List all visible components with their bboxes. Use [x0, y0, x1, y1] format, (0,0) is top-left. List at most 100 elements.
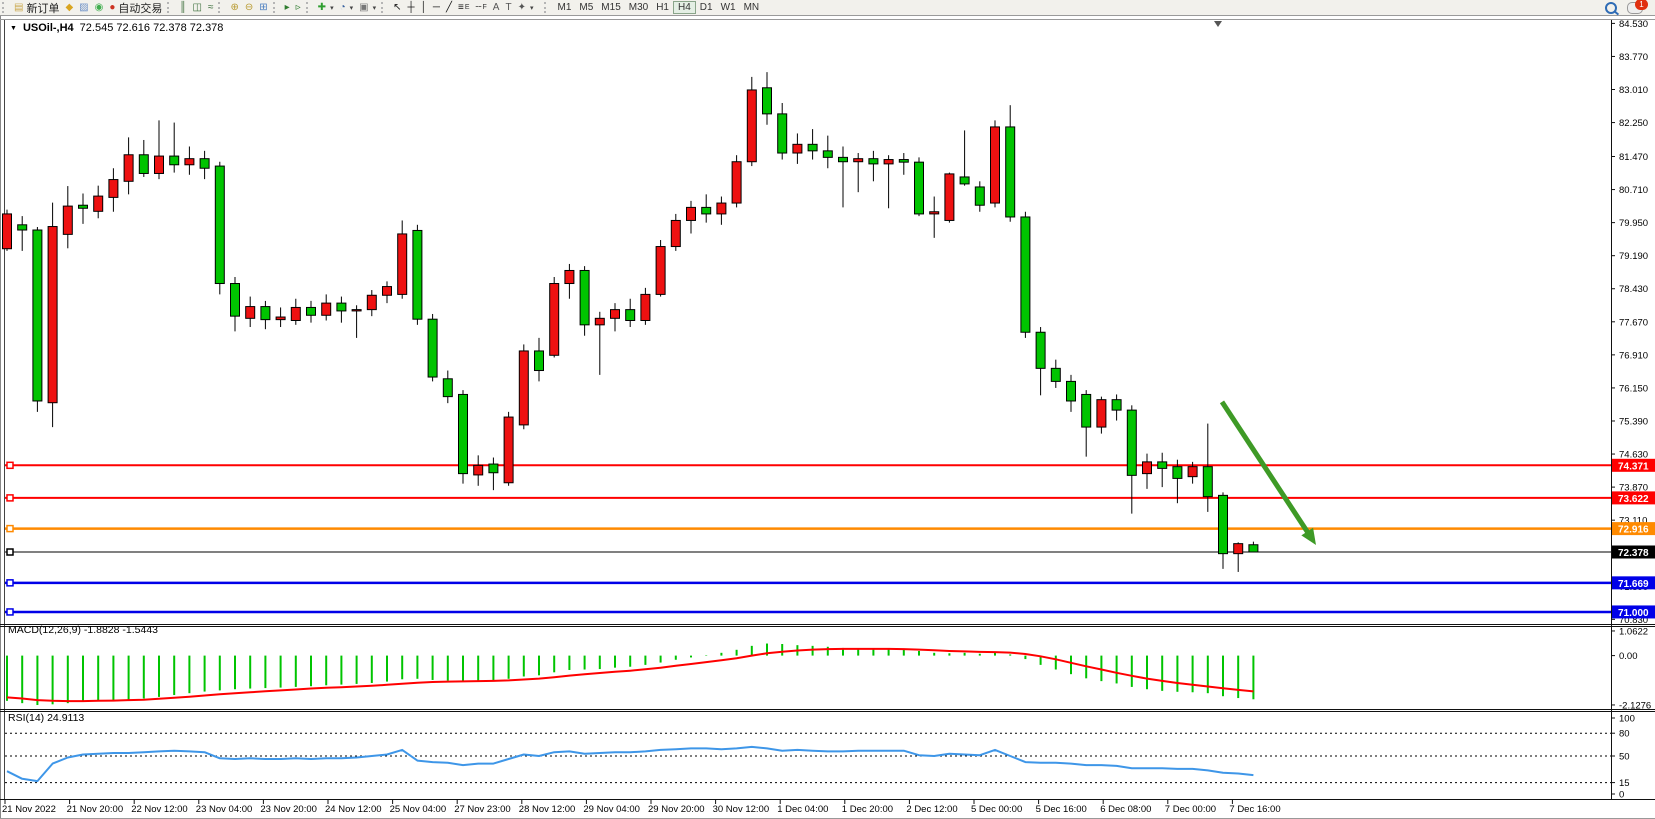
time-tick-label: 29 Nov 04:00 — [583, 804, 640, 815]
resistance-line-2-price-flag-text: 73.622 — [1618, 494, 1649, 505]
time-axis[interactable]: 21 Nov 2022 21 Nov 20:00 22 Nov 12:00 23 No… — [2, 799, 1281, 816]
periods-button[interactable]: ◔ ▾ — [337, 1, 357, 15]
candle-body — [1202, 466, 1213, 498]
chart-shift-marker — [1214, 21, 1222, 27]
ohlc-readout: 72.545 72.616 72.378 72.378 — [79, 22, 224, 34]
timeframe-m5-button[interactable]: M5 — [579, 2, 594, 13]
resistance-line-1-handle[interactable] — [6, 461, 14, 470]
current-price-line-handle[interactable] — [6, 548, 14, 556]
macd-pane-label: MACD(12,26,9) -1.8828 -1.5443 — [8, 624, 158, 636]
fibonacci-icon: ┈ — [475, 2, 482, 13]
bar-chart-mode-icon[interactable]: ║ — [176, 1, 189, 15]
zoom-out-icon: ⊖ — [244, 2, 254, 13]
line-chart-mode-icon[interactable]: ≈ — [205, 1, 217, 15]
timeframe-m30-button[interactable]: M30 — [628, 2, 649, 13]
timeframe-h4-button[interactable]: H4 — [673, 1, 696, 14]
candle-body — [169, 155, 180, 166]
toolbar: ▤ 新订单 ◆ ▨ ◉ ● 自动交易 ║ ◫ ≈ ⊕ ⊖ ⊞ ▸ ▹ ✚ ▾ ◔ ▾ ▣ ▾ ↖ ┼ │ ─ ╱ ≡ E ┈ F A T ✦ ▾ … — [0, 0, 1655, 16]
candle-body — [260, 306, 271, 321]
toolbar-groups: ▤ 新订单 ◆ ▨ ◉ ● 自动交易 ║ ◫ ≈ ⊕ ⊖ ⊞ ▸ ▹ ✚ ▾ ◔ ▾ ▣ ▾ ↖ ┼ │ ─ ╱ ≡ E ┈ F A T ✦ ▾ — [0, 1, 536, 15]
candle-body — [974, 186, 985, 206]
candlestick-mode-icon[interactable]: ◫ — [189, 1, 204, 15]
candle-body — [138, 154, 149, 174]
price-axis[interactable]: 84.530 83.770 83.010 82.250 81.470 80.710 79.9… — [1611, 19, 1655, 801]
timeframe-w1-button[interactable]: W1 — [720, 2, 736, 13]
tile-windows-icon: ⊞ — [259, 2, 268, 13]
vertical-line-button[interactable]: │ — [418, 1, 430, 15]
candle-body — [518, 350, 529, 426]
candle-body — [929, 211, 940, 215]
time-tick-label: 7 Dec 16:00 — [1229, 804, 1280, 815]
indicators-button[interactable]: ✚ ▾ — [315, 1, 337, 15]
dropdown-caret-icon[interactable]: ▾ — [330, 4, 334, 12]
support-line-1-handle[interactable] — [6, 579, 14, 587]
new-order-button[interactable]: ▤ 新订单 — [11, 1, 62, 15]
text-label-button[interactable]: T — [502, 1, 514, 15]
candle-body — [47, 226, 58, 404]
timeframe-d1-button[interactable]: D1 — [699, 2, 713, 13]
orange-level-line-handle[interactable] — [6, 524, 14, 533]
fibonacci-button[interactable]: ┈ F — [472, 1, 489, 15]
candle-body — [868, 158, 879, 165]
chat-icon[interactable]: 1 — [1627, 0, 1648, 14]
horizontal-line-icon: ─ — [432, 2, 440, 13]
support-line-2-handle[interactable] — [6, 608, 14, 616]
cursor-button[interactable]: ↖ — [390, 1, 404, 15]
candle-body — [1218, 494, 1228, 555]
timeframe-h1-button[interactable]: H1 — [656, 2, 669, 13]
zoom-in-button[interactable]: ⊕ — [227, 1, 241, 15]
macd-tick-label: 1.0622 — [1619, 626, 1648, 637]
autotrade-button[interactable]: ● 自动交易 — [106, 1, 165, 15]
dropdown-caret-icon[interactable]: ▾ — [372, 4, 377, 12]
chart-title[interactable]: ▼ USOil-,H4 72.545 72.616 72.378 72.378 — [10, 22, 223, 34]
candle-body — [686, 206, 696, 221]
candle-body — [762, 87, 772, 115]
time-tick-label: 1 Dec 20:00 — [842, 804, 893, 815]
candle-body — [306, 306, 316, 316]
candle-body — [382, 286, 392, 296]
price-tick-label: 74.630 — [1619, 450, 1648, 461]
candle-body — [62, 205, 73, 235]
search-icon[interactable] — [1605, 1, 1617, 14]
time-tick-label: 23 Nov 04:00 — [196, 804, 253, 815]
trendline-button[interactable]: ╱ — [443, 1, 455, 15]
new-order-button-label: 新订单 — [26, 2, 60, 15]
chart-menu-triangle-icon[interactable]: ▼ — [10, 24, 17, 32]
timeframe-mn-button[interactable]: MN — [743, 2, 760, 13]
chart-canvas[interactable]: 84.530 83.770 83.010 82.250 81.470 80.710 79.9… — [0, 16, 1655, 819]
profiles-button[interactable]: ▨ — [76, 1, 91, 15]
auto-scroll-button[interactable]: ▸ — [282, 1, 293, 15]
dropdown-caret-icon[interactable]: ▾ — [349, 4, 354, 12]
time-tick-label: 21 Nov 2022 — [2, 804, 56, 815]
timeframe-m15-button[interactable]: M15 — [601, 2, 621, 13]
dropdown-caret-icon[interactable]: ▾ — [529, 4, 534, 12]
new-chart-button[interactable]: ◆ — [62, 1, 76, 15]
horizontal-lines-layer — [5, 461, 1611, 616]
current-price-line-price-flag — [1612, 545, 1655, 559]
crosshair-button[interactable]: ┼ — [405, 1, 418, 15]
tile-windows-button[interactable]: ⊞ — [256, 1, 270, 15]
time-tick-label: 22 Nov 12:00 — [131, 804, 188, 815]
signals-button[interactable]: ◉ — [92, 1, 107, 15]
horizontal-line-button[interactable]: ─ — [430, 1, 443, 15]
support-line-1-price-flag — [1612, 576, 1655, 590]
autotrade-icon: ● — [109, 2, 116, 13]
candle-body — [1081, 393, 1092, 428]
zoom-out-button[interactable]: ⊖ — [242, 1, 256, 15]
candle-body — [1248, 544, 1259, 553]
time-tick-label: 6 Dec 08:00 — [1100, 804, 1151, 815]
arrows-button[interactable]: ✦ ▾ — [515, 1, 537, 15]
templates-button[interactable]: ▣ ▾ — [356, 1, 379, 15]
resistance-line-2-handle[interactable] — [6, 494, 14, 502]
candle-body — [1035, 331, 1046, 369]
chart-shift-button[interactable]: ▹ — [293, 1, 304, 15]
candle-body — [1157, 461, 1168, 469]
time-tick-label: 25 Nov 04:00 — [390, 804, 447, 815]
timeframe-m1-button[interactable]: M1 — [557, 2, 572, 13]
equidistant-channel-button[interactable]: ≡ E — [455, 1, 473, 15]
periods-icon: ◔ — [339, 2, 346, 13]
time-tick-label: 28 Nov 12:00 — [519, 804, 576, 815]
trend-arrow[interactable] — [1219, 400, 1316, 545]
text-button[interactable]: A — [490, 1, 503, 15]
candle-body — [1096, 399, 1107, 428]
